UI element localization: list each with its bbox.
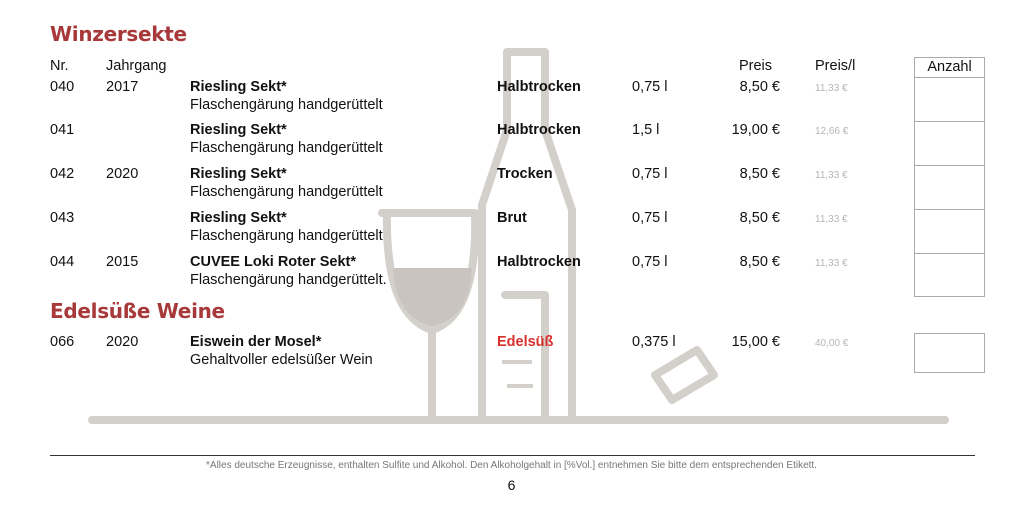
quantity-input[interactable] bbox=[914, 165, 985, 210]
quantity-input[interactable] bbox=[914, 77, 985, 122]
item-volume: 1,5 l bbox=[632, 122, 660, 138]
item-desc: Gehaltvoller edelsüßer Wein bbox=[190, 352, 373, 368]
item-jahrgang: 2020 bbox=[106, 166, 139, 182]
item-price: 8,50 € bbox=[739, 166, 780, 182]
item-volume: 0,75 l bbox=[632, 254, 668, 270]
item-name: Eiswein der Mosel* bbox=[190, 334, 322, 350]
header-jahrgang: Jahrgang bbox=[106, 58, 167, 74]
item-name: Riesling Sekt* bbox=[190, 210, 287, 226]
quantity-input[interactable] bbox=[914, 253, 985, 297]
item-name: Riesling Sekt* bbox=[190, 122, 287, 138]
item-nr: 043 bbox=[50, 210, 75, 226]
item-price: 8,50 € bbox=[739, 79, 780, 95]
item-jahrgang: 2015 bbox=[106, 254, 139, 270]
item-price: 8,50 € bbox=[739, 210, 780, 226]
item-price-per-liter: 40,00 € bbox=[815, 338, 849, 349]
item-price: 19,00 € bbox=[731, 122, 780, 138]
item-jahrgang: 2017 bbox=[106, 79, 139, 95]
item-volume: 0,75 l bbox=[632, 166, 668, 182]
header-nr: Nr. bbox=[50, 58, 69, 74]
item-price-per-liter: 11,33 € bbox=[815, 170, 848, 181]
section-title: Winzersekte bbox=[50, 22, 187, 46]
item-name: CUVEE Loki Roter Sekt* bbox=[190, 254, 356, 270]
item-nr: 040 bbox=[50, 79, 75, 95]
item-style: Brut bbox=[497, 210, 527, 226]
footnote: *Alles deutsche Erzeugnisse, enthalten S… bbox=[206, 460, 817, 471]
item-style: Halbtrocken bbox=[497, 79, 581, 95]
item-volume: 0,75 l bbox=[632, 210, 668, 226]
bottle-outline bbox=[503, 48, 576, 424]
cork-icon bbox=[651, 346, 718, 404]
item-style: Halbtrocken bbox=[497, 122, 581, 138]
header-anzahl: Anzahl bbox=[914, 57, 985, 78]
item-nr: 066 bbox=[50, 334, 75, 350]
wine-fill bbox=[393, 268, 472, 326]
quantity-input[interactable] bbox=[914, 209, 985, 254]
item-desc: Flaschengärung handgerüttelt bbox=[190, 228, 383, 244]
item-desc: Flaschengärung handgerüttelt. bbox=[190, 272, 387, 288]
item-price: 15,00 € bbox=[731, 334, 780, 350]
item-desc: Flaschengärung handgerüttelt bbox=[190, 97, 383, 113]
page-number: 6 bbox=[507, 477, 516, 493]
item-price-per-liter: 12,66 € bbox=[815, 126, 849, 137]
item-volume: 0,375 l bbox=[632, 334, 676, 350]
header-preis: Preis bbox=[738, 58, 772, 74]
item-nr: 041 bbox=[50, 122, 75, 138]
section-title: Edelsüße Weine bbox=[50, 299, 225, 323]
item-price-per-liter: 11,33 € bbox=[815, 83, 848, 94]
item-nr: 042 bbox=[50, 166, 75, 182]
item-desc: Flaschengärung handgerüttelt bbox=[190, 184, 383, 200]
bottle-label bbox=[501, 291, 549, 424]
item-style: Trocken bbox=[497, 166, 553, 182]
item-price: 8,50 € bbox=[739, 254, 780, 270]
bottle-left-shoulder bbox=[478, 126, 511, 209]
item-jahrgang: 2020 bbox=[106, 334, 139, 350]
footer-divider bbox=[50, 455, 975, 456]
header-preis-l: Preis/l bbox=[815, 58, 856, 74]
item-style: Halbtrocken bbox=[497, 254, 581, 270]
item-name: Riesling Sekt* bbox=[190, 166, 287, 182]
item-desc: Flaschengärung handgerüttelt bbox=[190, 140, 383, 156]
item-volume: 0,75 l bbox=[632, 79, 668, 95]
quantity-input[interactable] bbox=[914, 121, 985, 166]
item-style: Edelsüß bbox=[497, 334, 554, 350]
item-price-per-liter: 11,33 € bbox=[815, 258, 848, 269]
quantity-input[interactable] bbox=[914, 333, 985, 373]
item-price-per-liter: 11,33 € bbox=[815, 214, 848, 225]
item-nr: 044 bbox=[50, 254, 75, 270]
item-name: Riesling Sekt* bbox=[190, 79, 287, 95]
